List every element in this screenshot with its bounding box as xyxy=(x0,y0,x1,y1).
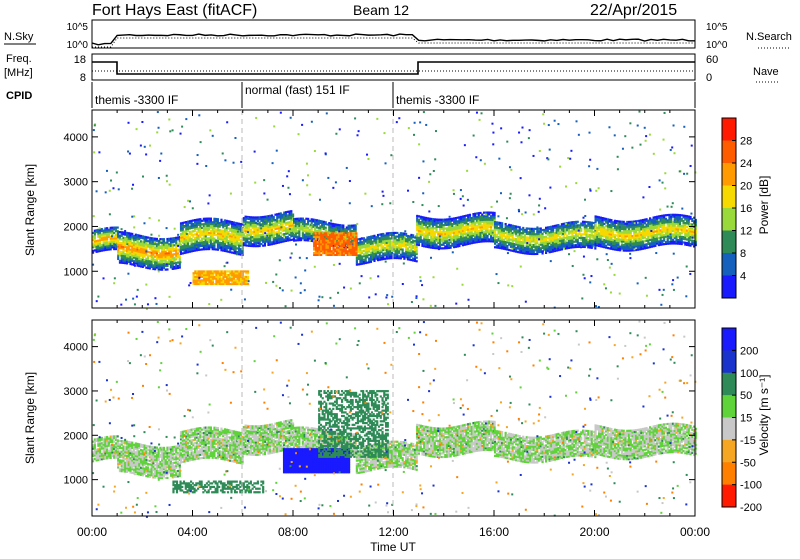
power-cell xyxy=(519,226,521,228)
noise-tick-right-top: 10^5 xyxy=(706,22,728,33)
freq-label: Freq. xyxy=(6,53,32,65)
power-cell xyxy=(505,223,507,225)
power-cell xyxy=(416,257,418,259)
noise-tick-right-bottom: 10^0 xyxy=(706,40,728,51)
nsky-label: N.Sky xyxy=(4,31,34,43)
power-cell xyxy=(469,214,471,216)
power-cell xyxy=(213,237,215,239)
beam-title: Beam 12 xyxy=(353,2,409,18)
noise-lines xyxy=(92,34,695,47)
freq-panel-frame xyxy=(92,54,695,80)
noise-tick-left-bottom: 10^0 xyxy=(67,40,89,51)
noise-panel-frame xyxy=(92,20,695,48)
power-cell xyxy=(217,218,219,220)
power-cell xyxy=(610,219,612,221)
power-cell xyxy=(325,221,327,223)
freq-unit-label: [MHz] xyxy=(4,67,33,79)
noise-tick-left-top: 10^5 xyxy=(67,22,89,33)
power-cell xyxy=(342,224,344,226)
nave-tick-top: 60 xyxy=(706,54,718,66)
power-cell xyxy=(412,234,414,236)
power-cell xyxy=(307,218,309,220)
power-cell xyxy=(273,216,275,218)
freq-panel: Freq. [MHz] 18 8 60 0 Nave xyxy=(4,53,779,84)
power-cell xyxy=(210,218,212,220)
nsearch-label: N.Search xyxy=(746,31,792,43)
power-cell xyxy=(493,212,495,214)
power-cell xyxy=(166,268,168,270)
nsky-line xyxy=(92,34,695,45)
cpid-segment-1: themis -3300 IF xyxy=(95,93,178,107)
power-cell xyxy=(117,226,119,228)
power-data xyxy=(92,111,697,310)
date-title: 22/Apr/2015 xyxy=(590,2,677,19)
power-cell xyxy=(541,233,543,235)
power-cell xyxy=(416,260,418,262)
freq-tick-top: 18 xyxy=(74,54,86,66)
power-cell xyxy=(402,248,404,250)
cpid-segment-3: themis -3300 IF xyxy=(396,93,479,107)
freq-line xyxy=(92,62,695,74)
power-cell xyxy=(522,227,524,229)
station-title: Fort Hays East (fitACF) xyxy=(92,2,257,19)
freq-tick-bottom: 8 xyxy=(80,72,86,84)
nave-tick-bottom: 0 xyxy=(706,72,712,84)
power-cell xyxy=(290,210,292,212)
power-cell xyxy=(156,238,158,240)
cpid-row: CPID themis -3300 IF normal (fast) 151 I… xyxy=(6,82,695,108)
power-cell xyxy=(325,227,327,229)
cpid-segment-2: normal (fast) 151 IF xyxy=(245,83,350,97)
power-cell xyxy=(501,222,503,224)
power-cell xyxy=(163,238,165,240)
nave-label: Nave xyxy=(753,66,779,78)
power-cell xyxy=(396,232,398,234)
power-cell xyxy=(220,219,222,221)
noise-panel: N.Sky N.Search 10^5 10^0 10^5 10^0 xyxy=(4,20,792,51)
power-cell xyxy=(689,216,691,218)
power-cell xyxy=(131,233,133,235)
power-cell xyxy=(292,213,294,215)
power-cell xyxy=(405,233,407,235)
cpid-label: CPID xyxy=(6,90,32,102)
